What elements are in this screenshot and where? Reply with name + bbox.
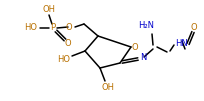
Text: N: N — [140, 54, 146, 63]
Text: P: P — [50, 24, 55, 33]
Text: O: O — [66, 24, 72, 33]
Text: OH: OH — [102, 84, 114, 93]
Text: HO: HO — [24, 24, 38, 33]
Text: HO: HO — [58, 55, 71, 64]
Text: O: O — [191, 24, 197, 33]
Text: O: O — [132, 43, 138, 52]
Text: O: O — [65, 39, 71, 48]
Text: HN: HN — [175, 38, 187, 47]
Text: OH: OH — [42, 5, 55, 14]
Text: H₂N: H₂N — [138, 21, 154, 29]
